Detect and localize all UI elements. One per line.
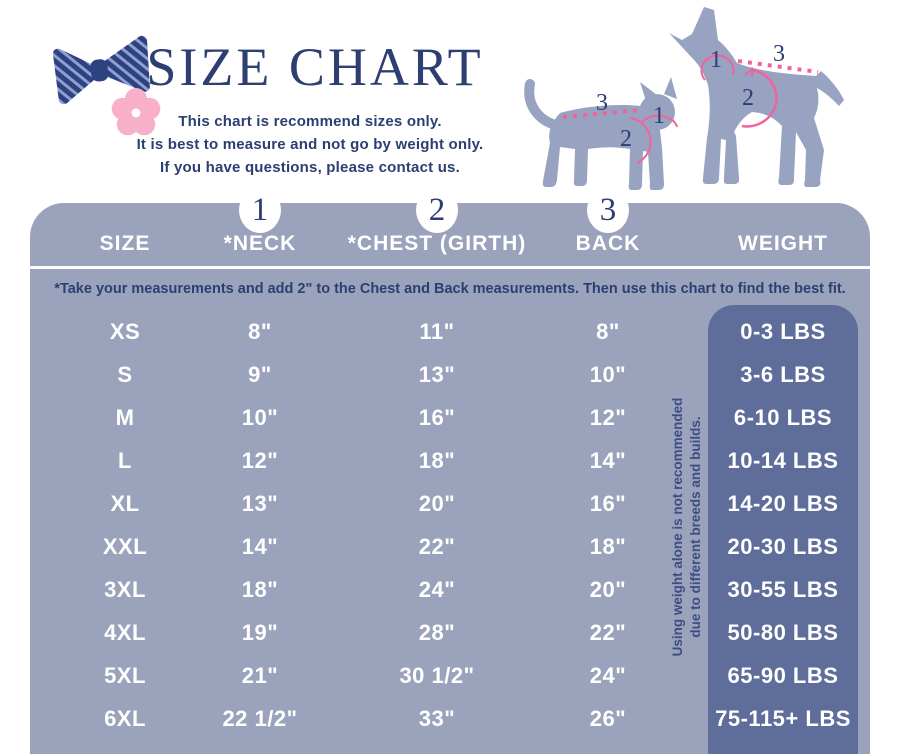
cat-neck-label: 1 [653, 103, 665, 129]
cat-back-measure-line [562, 108, 642, 119]
table-row: 5XL 21" 30 1/2" 24" 65-90 LBS [30, 654, 870, 697]
cell-chest: 33" [418, 705, 456, 731]
column-header-weight: WEIGHT [738, 232, 828, 255]
cell-back: 18" [589, 533, 627, 559]
dog-neck-label: 1 [710, 47, 722, 73]
cell-weight: 30-55 LBS [727, 576, 839, 602]
cell-chest: 20" [418, 490, 456, 516]
cat-neck-measure-arc [641, 114, 678, 128]
cell-size: XL [110, 490, 140, 516]
table-row: XL 13" 20" 16" 14-20 LBS [30, 482, 870, 525]
cell-weight: 20-30 LBS [727, 533, 839, 559]
cell-neck: 9" [248, 361, 272, 387]
table-row: L 12" 18" 14" 10-14 LBS [30, 439, 870, 482]
cat-chest-measure-arc [629, 117, 652, 164]
cell-size: 4XL [104, 619, 146, 645]
cell-back: 12" [589, 404, 627, 430]
cell-size: S [117, 361, 133, 387]
column-header-chest: *CHEST (GIRTH) [347, 232, 527, 255]
table-row: XS 8" 11" 8" 0-3 LBS [30, 310, 870, 353]
cell-size: XS [109, 318, 141, 344]
dog-chest-arrowhead [744, 66, 753, 77]
cell-chest: 30 1/2" [399, 662, 475, 688]
cell-neck: 8" [248, 318, 272, 344]
cell-chest: 22" [418, 533, 456, 559]
cat-silhouette [524, 77, 677, 190]
table-row: XXL 14" 22" 18" 20-30 LBS [30, 525, 870, 568]
cell-size: 3XL [104, 576, 146, 602]
cell-neck: 21" [241, 662, 279, 688]
back-marker-badge: 3 [587, 187, 629, 233]
cat-back-label: 3 [596, 90, 608, 116]
cell-back: 26" [589, 705, 627, 731]
dog-neck-measure-arc [700, 54, 735, 81]
subtitle-line-2: It is best to measure and not go by weig… [136, 136, 484, 153]
cell-size: XXL [102, 533, 148, 559]
cell-neck: 18" [241, 576, 279, 602]
header-divider [30, 266, 870, 269]
table-row: 3XL 18" 24" 20" 30-55 LBS [30, 568, 870, 611]
cell-neck: 14" [241, 533, 279, 559]
dog-chest-label: 2 [742, 85, 754, 111]
flower-icon [111, 88, 161, 136]
cell-size: L [118, 447, 132, 473]
cell-back: 16" [589, 490, 627, 516]
cell-weight: 65-90 LBS [727, 662, 839, 688]
subtitle-line-3: If you have questions, please contact us… [160, 159, 460, 176]
table-row: S 9" 13" 10" 3-6 LBS [30, 353, 870, 396]
cell-weight: 14-20 LBS [727, 490, 839, 516]
cell-back: 22" [589, 619, 627, 645]
column-header-neck: *NECK [223, 232, 297, 255]
cell-neck: 13" [241, 490, 279, 516]
cell-back: 20" [589, 576, 627, 602]
bowtie-icon [52, 35, 150, 105]
column-header-size: SIZE [99, 232, 151, 255]
cell-chest: 16" [418, 404, 456, 430]
chest-marker-badge: 2 [416, 187, 458, 233]
cell-back: 14" [589, 447, 627, 473]
cell-chest: 28" [418, 619, 456, 645]
dog-back-measure-line [737, 59, 819, 74]
cell-neck: 19" [241, 619, 279, 645]
measurement-illustration: 3 1 2 3 1 2 [524, 7, 844, 190]
table-row: M 10" 16" 12" 6-10 LBS [30, 396, 870, 439]
measurement-note: *Take your measurements and add 2" to th… [54, 281, 846, 297]
cell-chest: 11" [419, 318, 455, 344]
cell-chest: 24" [418, 576, 456, 602]
cell-weight: 75-115+ LBS [715, 705, 851, 731]
cell-weight: 3-6 LBS [740, 361, 826, 387]
cell-chest: 18" [418, 447, 456, 473]
cell-weight: 50-80 LBS [727, 619, 839, 645]
page-title: SIZE CHART [146, 37, 484, 97]
size-table: 1 2 3 SIZE *NECK *CHEST (GIRTH) BACK WEI… [30, 187, 870, 754]
neck-marker-badge: 1 [239, 187, 281, 233]
column-header-back: BACK [575, 232, 641, 255]
cell-neck: 22 1/2" [222, 705, 298, 731]
cell-weight: 6-10 LBS [733, 404, 833, 430]
table-body: XS 8" 11" 8" 0-3 LBS S 9" 13" 10" 3-6 LB… [30, 310, 870, 740]
cell-back: 24" [589, 662, 627, 688]
weight-column-background [708, 305, 858, 754]
table-header-row: SIZE *NECK *CHEST (GIRTH) BACK WEIGHT [30, 232, 870, 260]
subtitle-line-1: This chart is recommend sizes only. [178, 113, 442, 130]
cell-size: M [115, 404, 135, 430]
cell-chest: 13" [418, 361, 456, 387]
dog-silhouette [669, 7, 844, 187]
cell-neck: 12" [241, 447, 279, 473]
dog-back-label: 3 [773, 41, 785, 67]
dog-chest-measure-arc [741, 68, 778, 128]
cell-neck: 10" [241, 404, 279, 430]
cell-weight: 10-14 LBS [727, 447, 839, 473]
cell-size: 6XL [104, 705, 146, 731]
cat-chest-label: 2 [620, 126, 632, 152]
subtitle: This chart is recommend sizes only. It i… [70, 110, 550, 179]
cell-back: 8" [596, 318, 620, 344]
logo [52, 35, 161, 136]
cell-weight: 0-3 LBS [740, 318, 826, 344]
cell-back: 10" [589, 361, 627, 387]
table-row: 4XL 19" 28" 22" 50-80 LBS [30, 611, 870, 654]
table-row: 6XL 22 1/2" 33" 26" 75-115+ LBS [30, 697, 870, 740]
cell-size: 5XL [104, 662, 146, 688]
